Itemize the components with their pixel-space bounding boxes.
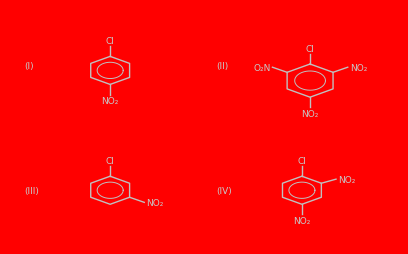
Text: NO₂: NO₂ xyxy=(302,109,319,118)
Text: Cl: Cl xyxy=(306,44,315,53)
Text: Cl: Cl xyxy=(106,156,115,165)
Text: NO₂: NO₂ xyxy=(102,97,119,105)
Text: NO₂: NO₂ xyxy=(146,198,164,207)
Text: (I): (I) xyxy=(24,61,34,71)
Text: (III): (III) xyxy=(24,186,39,195)
Text: O₂N: O₂N xyxy=(253,64,271,72)
Text: Cl: Cl xyxy=(297,156,306,165)
Text: NO₂: NO₂ xyxy=(338,175,355,184)
Text: Cl: Cl xyxy=(106,37,115,46)
Text: NO₂: NO₂ xyxy=(350,64,367,72)
Text: (II): (II) xyxy=(216,61,228,71)
Text: (IV): (IV) xyxy=(216,186,232,195)
Text: NO₂: NO₂ xyxy=(293,216,310,225)
